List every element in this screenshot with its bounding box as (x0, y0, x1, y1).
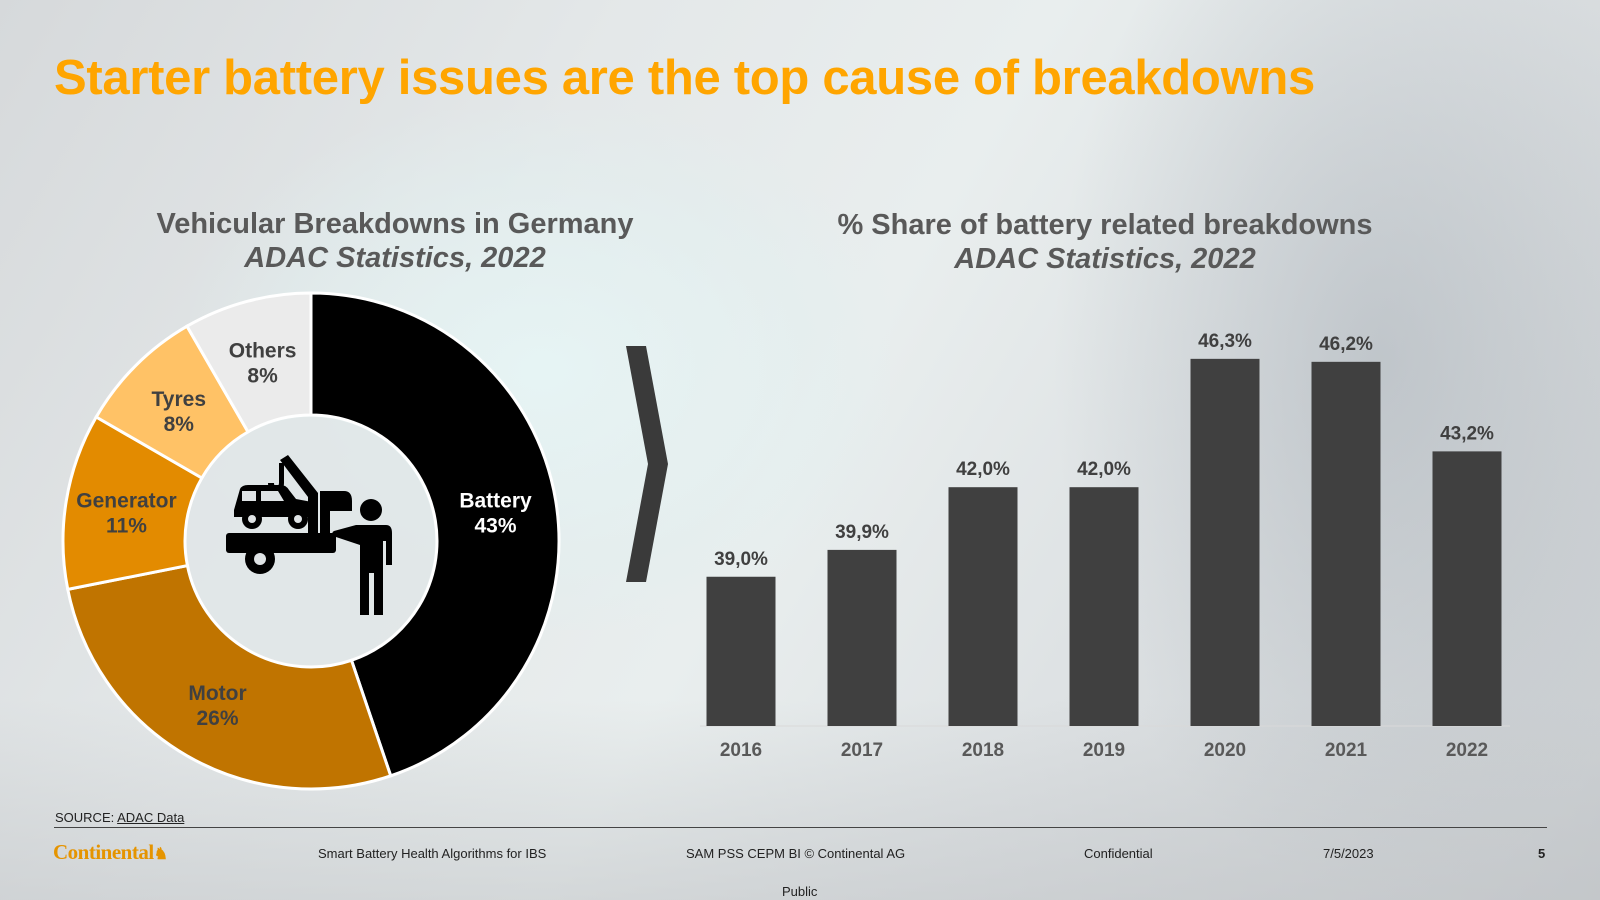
bar-chart-subtitle: ADAC Statistics, 2022 (954, 243, 1256, 275)
bar-2021 (1311, 361, 1381, 726)
bar-2018 (948, 487, 1018, 726)
donut-slice-battery (309, 291, 561, 778)
footer-page-number: 5 (1538, 846, 1546, 861)
bar-2016 (706, 576, 776, 726)
source-link[interactable]: ADAC Data (117, 810, 185, 825)
chevron-right-icon (626, 346, 668, 582)
source-label: SOURCE: (55, 810, 118, 825)
bar-2022 (1432, 451, 1502, 726)
footer-classification: Confidential (1084, 846, 1153, 861)
donut-slice-motor (66, 563, 393, 791)
bar-2020 (1190, 358, 1260, 726)
horse-icon: ♞ (153, 846, 168, 863)
footer-date: 7/5/2023 (1323, 846, 1374, 861)
x-tick-label-2022: 2022 (1446, 740, 1488, 761)
x-tick-label-2021: 2021 (1325, 740, 1368, 761)
footer-presentation-title: Smart Battery Health Algorithms for IBS (318, 846, 547, 861)
continental-logo: Continental♞ (53, 840, 168, 865)
donut-value-battery: 43% (474, 515, 516, 538)
bar-value-label-2021: 46,2% (1319, 334, 1373, 355)
donut-label-others: Others (229, 339, 297, 362)
bar-value-label-2016: 39,0% (714, 549, 768, 570)
donut-slice-others (184, 291, 313, 434)
source-note: SOURCE: ADAC Data (55, 810, 184, 825)
x-tick-label-2016: 2016 (720, 740, 762, 761)
footer-divider (54, 827, 1547, 828)
donut-label-tyres: Tyres (152, 388, 206, 411)
donut-value-generator: 11% (106, 515, 147, 538)
x-tick-label-2018: 2018 (962, 740, 1004, 761)
donut-chart-subtitle: ADAC Statistics, 2022 (244, 242, 546, 274)
bar-2017 (827, 549, 897, 726)
x-tick-label-2017: 2017 (841, 740, 883, 761)
bar-2019 (1069, 487, 1139, 726)
bar-value-label-2019: 42,0% (1077, 459, 1131, 480)
bar-chart-title: % Share of battery related breakdowns (837, 209, 1373, 241)
donut-label-generator: Generator (76, 490, 176, 513)
footer-department: SAM PSS CEPM BI © Continental AG (686, 846, 906, 861)
x-tick-label-2020: 2020 (1204, 740, 1246, 761)
bar-value-label-2017: 39,9% (835, 522, 889, 543)
slide-title: Starter battery issues are the top cause… (54, 51, 1315, 105)
donut-value-others: 8% (247, 364, 278, 387)
bar-value-label-2020: 46,3% (1198, 331, 1252, 352)
bar-chart: 39,0% 2016 39,9% 2017 42,0% 2018 42,0% 2019 46,3… (700, 331, 1510, 761)
bar-value-label-2018: 42,0% (956, 459, 1010, 480)
donut-value-motor: 26% (196, 707, 238, 730)
donut-chart-heading: Vehicular Breakdowns in Germany ADAC Sta… (100, 207, 690, 275)
tow-truck-mechanic-icon (226, 455, 392, 615)
public-label: Public (782, 884, 818, 899)
donut-chart-title: Vehicular Breakdowns in Germany (156, 208, 634, 240)
x-tick-label-2019: 2019 (1083, 740, 1125, 761)
donut-value-tyres: 8% (164, 413, 195, 436)
donut-label-motor: Motor (188, 682, 246, 705)
bar-value-label-2022: 43,2% (1440, 423, 1494, 444)
logo-text: Continental (53, 840, 154, 864)
donut-label-battery: Battery (459, 490, 532, 513)
bar-chart-heading: % Share of battery related breakdowns AD… (780, 208, 1430, 276)
